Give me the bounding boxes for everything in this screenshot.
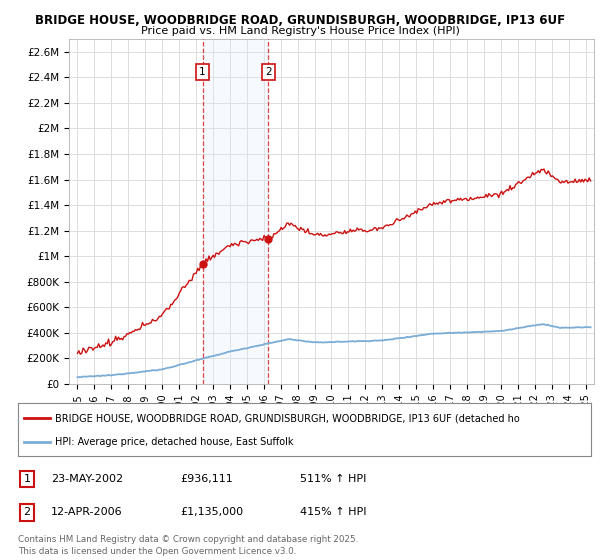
- Text: 2: 2: [23, 507, 31, 517]
- Text: HPI: Average price, detached house, East Suffolk: HPI: Average price, detached house, East…: [55, 436, 294, 446]
- Text: Contains HM Land Registry data © Crown copyright and database right 2025.
This d: Contains HM Land Registry data © Crown c…: [18, 535, 358, 556]
- Text: 12-APR-2006: 12-APR-2006: [51, 507, 122, 517]
- Bar: [203, 39, 268, 384]
- Text: 1: 1: [199, 67, 206, 77]
- Text: 415% ↑ HPI: 415% ↑ HPI: [300, 507, 367, 517]
- Text: 511% ↑ HPI: 511% ↑ HPI: [300, 474, 367, 484]
- Text: 23-MAY-2002: 23-MAY-2002: [51, 474, 123, 484]
- Text: BRIDGE HOUSE, WOODBRIDGE ROAD, GRUNDISBURGH, WOODBRIDGE, IP13 6UF (detached ho: BRIDGE HOUSE, WOODBRIDGE ROAD, GRUNDISBU…: [55, 413, 520, 423]
- Text: £936,111: £936,111: [180, 474, 233, 484]
- Text: Price paid vs. HM Land Registry's House Price Index (HPI): Price paid vs. HM Land Registry's House …: [140, 26, 460, 36]
- Text: 1: 1: [23, 474, 31, 484]
- Text: 2: 2: [265, 67, 272, 77]
- Text: BRIDGE HOUSE, WOODBRIDGE ROAD, GRUNDISBURGH, WOODBRIDGE, IP13 6UF: BRIDGE HOUSE, WOODBRIDGE ROAD, GRUNDISBU…: [35, 14, 565, 27]
- Text: £1,135,000: £1,135,000: [180, 507, 243, 517]
